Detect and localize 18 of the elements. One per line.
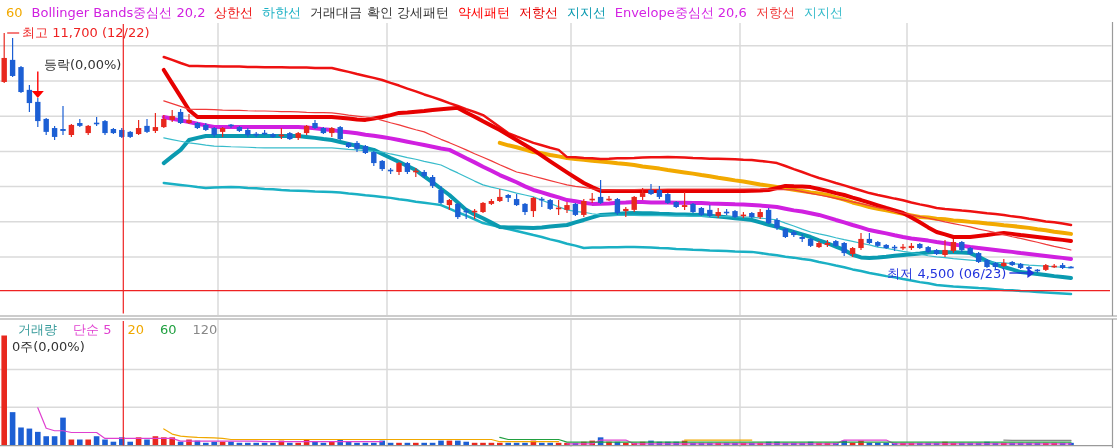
annotation: 0주(0,00%) (12, 339, 85, 354)
text: 거래대금 확인 강세패턴 (310, 5, 449, 20)
text: 하한선 (262, 5, 302, 20)
text: 약세패턴 (457, 5, 510, 20)
text: 지지선 (803, 5, 843, 20)
text: 저항선 (755, 5, 795, 20)
text: 저항선 (518, 5, 558, 20)
legend-label: Envelope중심선 20,6 (614, 5, 747, 20)
text: Bollinger Bands중심선 20,2 (31, 5, 206, 20)
text: 60 (6, 5, 23, 20)
text: 60 (159, 322, 177, 337)
text: 상한선 (214, 5, 254, 20)
text: 단순 5 (73, 322, 112, 337)
text: 지지선 (566, 5, 606, 20)
text: 20 (127, 322, 144, 337)
series-label: 거래량 (18, 322, 57, 337)
text: 120 (192, 322, 218, 337)
annotation: 등락(0,00%) (44, 57, 122, 72)
